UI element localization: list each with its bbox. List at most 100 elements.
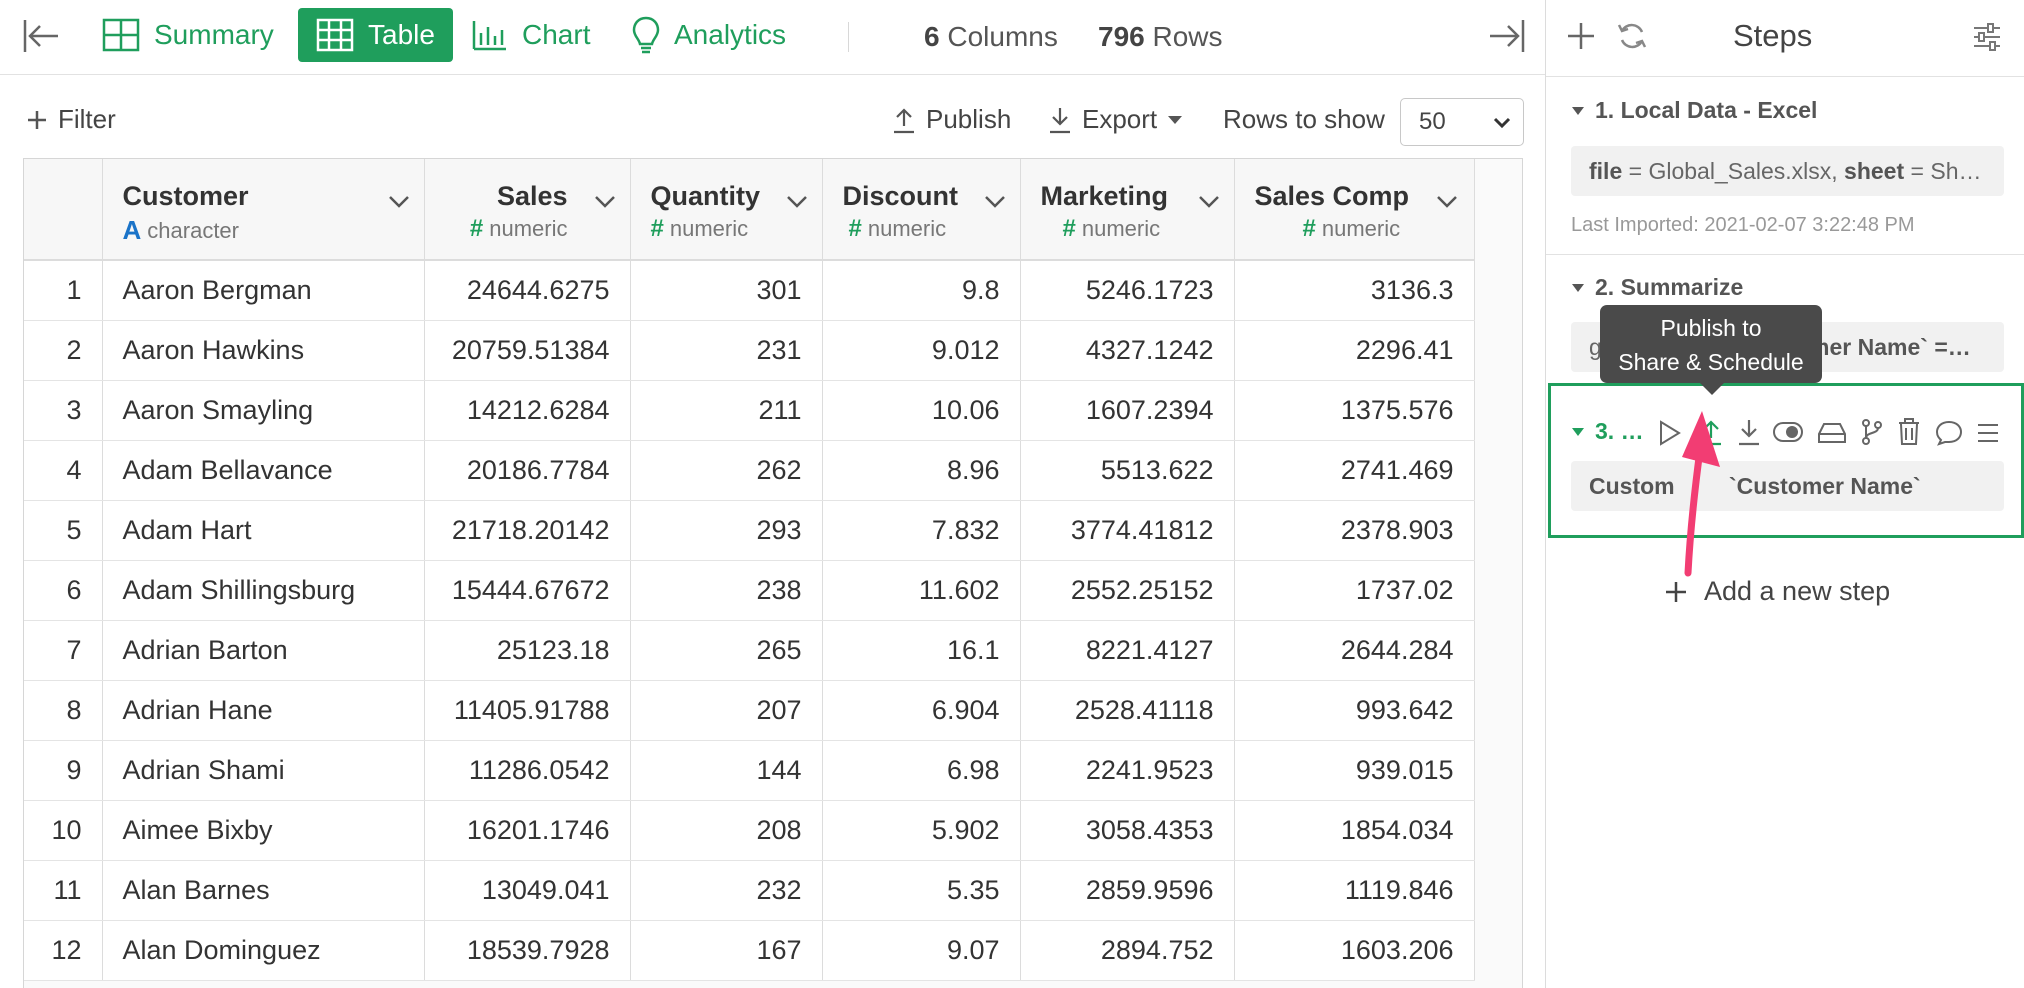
export-step-icon[interactable] xyxy=(1737,418,1761,446)
table-cell[interactable]: 3774.41812 xyxy=(1020,500,1235,561)
table-cell[interactable]: 2644.284 xyxy=(1234,620,1475,681)
table-cell[interactable]: 301 xyxy=(630,260,823,321)
table-cell[interactable]: 11405.91788 xyxy=(424,680,631,741)
table-cell[interactable]: 232 xyxy=(630,860,823,921)
toggle-preview-icon[interactable] xyxy=(1773,422,1803,442)
table-cell[interactable]: Alan Dominguez xyxy=(102,920,425,981)
table-cell[interactable]: Aaron Bergman xyxy=(102,260,425,321)
table-cell[interactable]: 14212.6284 xyxy=(424,380,631,441)
tab-summary[interactable]: Summary xyxy=(84,8,292,62)
filter-button[interactable]: Filter xyxy=(26,104,116,135)
publish-button[interactable]: Publish xyxy=(892,104,1011,135)
table-cell[interactable]: 238 xyxy=(630,560,823,621)
table-cell[interactable]: 167 xyxy=(630,920,823,981)
table-cell[interactable]: 2241.9523 xyxy=(1020,740,1235,801)
collapse-right-icon[interactable] xyxy=(1486,16,1526,56)
table-cell[interactable]: 11286.0542 xyxy=(424,740,631,801)
collapse-left-icon[interactable] xyxy=(22,16,62,56)
table-cell[interactable]: 2378.903 xyxy=(1234,500,1475,561)
add-step-icon[interactable] xyxy=(1566,21,1596,51)
column-menu-icon[interactable] xyxy=(984,195,1006,209)
table-cell[interactable]: Adam Shillingsburg xyxy=(102,560,425,621)
table-cell[interactable]: 8.96 xyxy=(822,440,1021,501)
export-button[interactable]: Export xyxy=(1048,104,1183,135)
table-cell[interactable]: 265 xyxy=(630,620,823,681)
table-cell[interactable]: 208 xyxy=(630,800,823,861)
table-cell[interactable]: 13049.041 xyxy=(424,860,631,921)
column-header-discount[interactable]: Discount # numeric xyxy=(822,159,1021,261)
table-cell[interactable]: 18539.7928 xyxy=(424,920,631,981)
table-cell[interactable]: 16201.1746 xyxy=(424,800,631,861)
comment-icon[interactable] xyxy=(1935,420,1963,446)
column-menu-icon[interactable] xyxy=(786,195,808,209)
column-menu-icon[interactable] xyxy=(388,195,410,209)
refresh-icon[interactable] xyxy=(1616,20,1648,52)
table-cell[interactable]: 1737.02 xyxy=(1234,560,1475,621)
table-cell[interactable]: Adam Hart xyxy=(102,500,425,561)
trash-icon[interactable] xyxy=(1897,418,1921,446)
step-1-params[interactable]: file = Global_Sales.xlsx, sheet = Sh… xyxy=(1571,146,2004,196)
table-cell[interactable]: 2528.41118 xyxy=(1020,680,1235,741)
step-2-header[interactable]: 2. Summarize xyxy=(1571,274,1743,301)
table-cell[interactable]: 3058.4353 xyxy=(1020,800,1235,861)
column-menu-icon[interactable] xyxy=(1436,195,1458,209)
table-cell[interactable]: 2859.9596 xyxy=(1020,860,1235,921)
table-cell[interactable]: 1375.576 xyxy=(1234,380,1475,441)
table-cell[interactable]: 20186.7784 xyxy=(424,440,631,501)
table-cell[interactable]: 25123.18 xyxy=(424,620,631,681)
table-cell[interactable]: 993.642 xyxy=(1234,680,1475,741)
table-cell[interactable]: 262 xyxy=(630,440,823,501)
table-cell[interactable]: 2552.25152 xyxy=(1020,560,1235,621)
table-cell[interactable]: 2741.469 xyxy=(1234,440,1475,501)
table-cell[interactable]: 2894.752 xyxy=(1020,920,1235,981)
column-header-sales[interactable]: Sales # numeric xyxy=(424,159,631,261)
table-cell[interactable]: 207 xyxy=(630,680,823,741)
table-cell[interactable]: 6.98 xyxy=(822,740,1021,801)
table-cell[interactable]: Aaron Hawkins xyxy=(102,320,425,381)
table-cell[interactable]: Aaron Smayling xyxy=(102,380,425,441)
column-menu-icon[interactable] xyxy=(1198,195,1220,209)
rows-to-show-select[interactable]: 50 xyxy=(1400,98,1524,146)
tab-analytics[interactable]: Analytics xyxy=(614,8,804,62)
table-cell[interactable]: 5513.622 xyxy=(1020,440,1235,501)
table-cell[interactable]: 939.015 xyxy=(1234,740,1475,801)
table-cell[interactable]: 11.602 xyxy=(822,560,1021,621)
table-cell[interactable]: 211 xyxy=(630,380,823,441)
table-cell[interactable]: 144 xyxy=(630,740,823,801)
table-cell[interactable]: 1607.2394 xyxy=(1020,380,1235,441)
table-cell[interactable]: 16.1 xyxy=(822,620,1021,681)
table-cell[interactable]: 10.06 xyxy=(822,380,1021,441)
table-cell[interactable]: Alan Barnes xyxy=(102,860,425,921)
table-cell[interactable]: 5.35 xyxy=(822,860,1021,921)
step-3-params[interactable]: Custom `Customer Name` xyxy=(1571,461,2004,511)
menu-icon[interactable] xyxy=(1976,422,2000,444)
table-cell[interactable]: 9.012 xyxy=(822,320,1021,381)
table-cell[interactable]: 20759.51384 xyxy=(424,320,631,381)
table-cell[interactable]: 21718.20142 xyxy=(424,500,631,561)
table-cell[interactable]: Adrian Hane xyxy=(102,680,425,741)
step-1-header[interactable]: 1. Local Data - Excel xyxy=(1571,97,1817,124)
table-cell[interactable]: 5.902 xyxy=(822,800,1021,861)
tab-chart[interactable]: Chart xyxy=(454,8,608,62)
table-cell[interactable]: 8221.4127 xyxy=(1020,620,1235,681)
table-cell[interactable]: Aimee Bixby xyxy=(102,800,425,861)
table-cell[interactable]: 1119.846 xyxy=(1234,860,1475,921)
add-new-step-button[interactable]: Add a new step xyxy=(1664,576,1890,607)
table-cell[interactable]: 9.8 xyxy=(822,260,1021,321)
table-cell[interactable]: Adrian Shami xyxy=(102,740,425,801)
table-cell[interactable]: 293 xyxy=(630,500,823,561)
table-cell[interactable]: 15444.67672 xyxy=(424,560,631,621)
column-header-sales-comp[interactable]: Sales Comp # numeric xyxy=(1234,159,1475,261)
column-menu-icon[interactable] xyxy=(594,195,616,209)
save-step-icon[interactable] xyxy=(1817,422,1847,444)
column-header-quantity[interactable]: Quantity # numeric xyxy=(630,159,823,261)
table-cell[interactable]: 3136.3 xyxy=(1234,260,1475,321)
table-cell[interactable]: 1854.034 xyxy=(1234,800,1475,861)
table-cell[interactable]: 1603.206 xyxy=(1234,920,1475,981)
table-cell[interactable]: 7.832 xyxy=(822,500,1021,561)
column-header-marketing[interactable]: Marketing # numeric xyxy=(1020,159,1235,261)
table-cell[interactable]: 2296.41 xyxy=(1234,320,1475,381)
tab-table[interactable]: Table xyxy=(298,8,453,62)
table-cell[interactable]: Adam Bellavance xyxy=(102,440,425,501)
